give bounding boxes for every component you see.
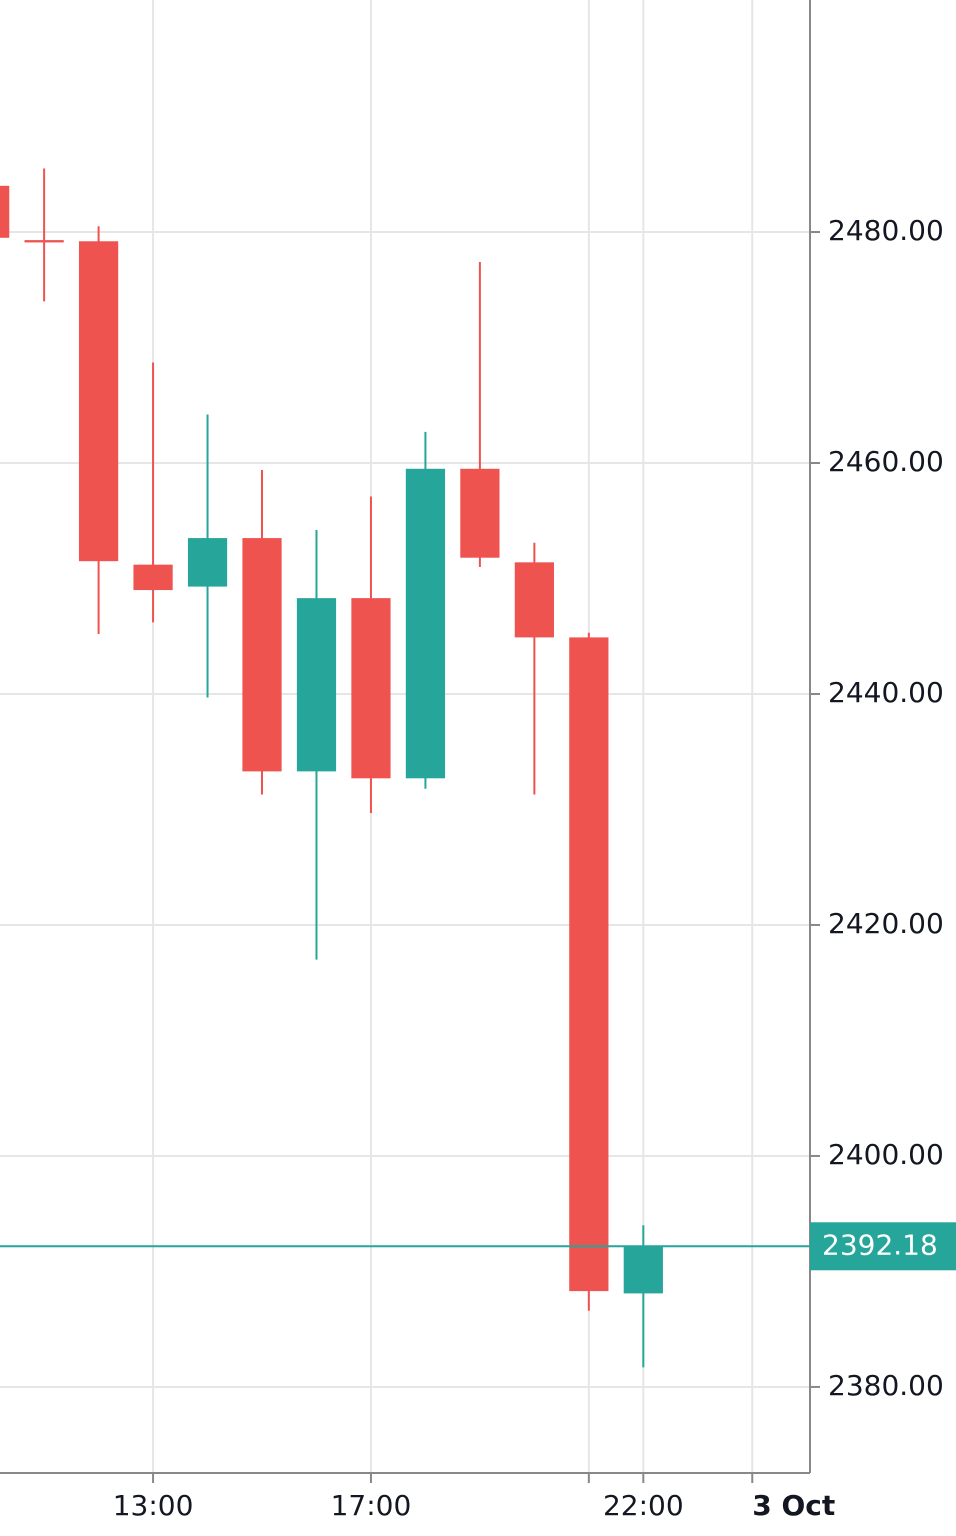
y-tick-label: 2380.00 — [828, 1369, 944, 1402]
candle-body — [569, 637, 609, 1292]
x-tick-label: 3 Oct — [752, 1489, 835, 1522]
candle-body — [460, 468, 500, 558]
last-price-label: 2392.18 — [822, 1228, 938, 1261]
x-tick-label: 17:00 — [331, 1489, 412, 1522]
x-tick-label: 13:00 — [113, 1489, 194, 1522]
y-tick-label: 2400.00 — [828, 1138, 944, 1171]
grid — [0, 0, 810, 1473]
last-price-badge — [810, 1222, 956, 1271]
candle-body — [351, 598, 391, 779]
candle-body — [187, 538, 228, 587]
y-tick-label: 2440.00 — [828, 676, 944, 709]
y-tick-label: 2460.00 — [828, 445, 944, 478]
candle-body — [405, 468, 446, 779]
candle-body — [514, 562, 554, 638]
y-tick-label: 2480.00 — [828, 214, 944, 247]
axes: 2380.00 2400.00 2420.00 2440.00 2460.00 2480.… — [0, 214, 956, 1522]
candles — [0, 168, 663, 1368]
x-tick-label: 22:00 — [603, 1489, 684, 1522]
candle-body — [24, 240, 64, 243]
candle-body — [296, 598, 337, 772]
candle-body — [242, 538, 282, 772]
candle-body — [0, 185, 10, 238]
candle-body — [133, 564, 173, 591]
y-tick-label: 2420.00 — [828, 907, 944, 940]
candle-body — [78, 241, 119, 562]
candle-body — [623, 1246, 663, 1294]
